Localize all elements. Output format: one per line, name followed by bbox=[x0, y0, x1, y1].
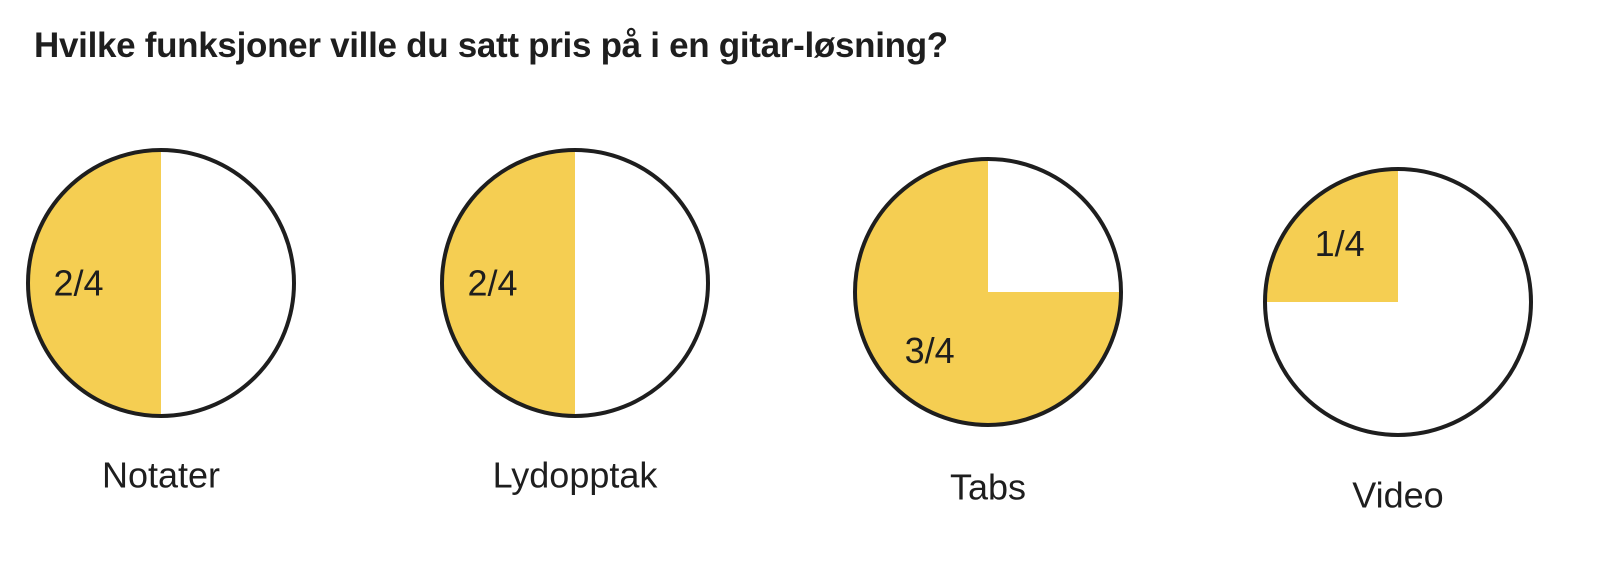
pie-outline bbox=[853, 157, 1123, 427]
pie-video: 1/4 Video bbox=[1263, 167, 1533, 516]
value-label: 3/4 bbox=[905, 330, 955, 371]
pie-outline bbox=[1263, 167, 1533, 437]
pie-outline bbox=[26, 148, 296, 418]
pie-slice bbox=[1265, 169, 1398, 302]
pie-slice bbox=[442, 150, 575, 416]
category-label: Lydopptak bbox=[493, 455, 659, 496]
pie-slice bbox=[28, 150, 161, 416]
value-label: 2/4 bbox=[468, 263, 518, 304]
category-label: Tabs bbox=[950, 467, 1026, 508]
pie-notater: 2/4 Notater bbox=[26, 148, 296, 496]
pie-slice bbox=[855, 159, 1121, 425]
pie-outline bbox=[440, 148, 710, 418]
value-label: 1/4 bbox=[1315, 223, 1365, 264]
category-label: Video bbox=[1352, 475, 1443, 516]
pie-tabs: 3/4 Tabs bbox=[853, 157, 1123, 508]
pie-lydopptak: 2/4 Lydopptak bbox=[440, 148, 710, 496]
category-label: Notater bbox=[102, 455, 220, 496]
value-label: 2/4 bbox=[54, 263, 104, 304]
question-title: Hvilke funksjoner ville du satt pris på … bbox=[34, 26, 948, 65]
